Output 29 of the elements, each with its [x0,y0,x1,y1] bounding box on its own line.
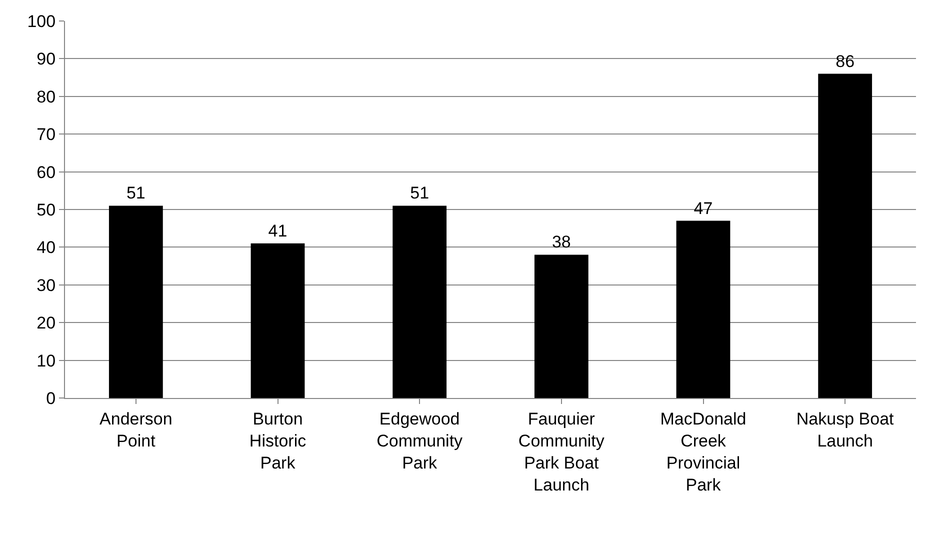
x-tick-label: Fauquier Community Park Boat Launch [518,409,605,495]
y-tick-label: 50 [36,200,56,220]
bar [250,243,305,398]
data-label: 41 [268,221,288,240]
x-tick-label: Burton Historic Park [249,409,307,473]
y-tick-label: 80 [36,87,56,106]
x-tick-label: Edgewood Community Park [376,409,464,473]
y-tick-label: 0 [46,388,56,408]
data-label: 38 [552,232,571,252]
y-tick-label: 10 [36,351,56,370]
bar [534,254,588,398]
data-label: 51 [410,184,430,203]
x-tick-label: Nakusp Boat Launch [796,409,894,450]
data-label: 86 [836,52,855,71]
data-label: 51 [126,184,146,203]
y-tick-label: 30 [36,276,56,295]
y-tick-label: 90 [36,50,56,69]
bar [818,74,872,398]
bar [108,206,163,398]
x-tick-label: MacDonald Creek Provincial Park [660,409,746,495]
data-label: 47 [694,198,713,218]
x-tick-label: Anderson Point [100,409,172,450]
bar [676,220,730,398]
y-tick-label: 70 [36,125,56,144]
y-tick-label: 40 [36,238,56,258]
bar [392,206,447,398]
y-tick-label: 20 [36,314,56,333]
y-tick-label: 60 [36,162,56,182]
y-tick-label: 100 [27,12,56,31]
